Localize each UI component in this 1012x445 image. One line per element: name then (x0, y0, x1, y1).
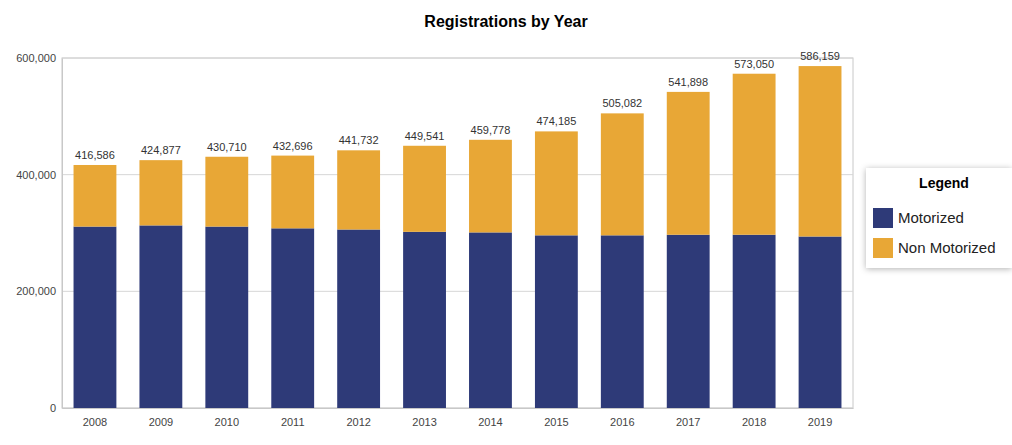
bar (337, 150, 380, 229)
bar (74, 165, 117, 227)
legend-swatch (873, 208, 893, 228)
bar (733, 74, 776, 235)
tick: 2008 (83, 408, 107, 428)
tick: 600,000 (16, 52, 62, 64)
series (74, 66, 842, 236)
bar (271, 156, 314, 229)
bar (139, 160, 182, 225)
tick-label: 2011 (281, 416, 305, 428)
axis-line (63, 408, 854, 409)
total-label: 432,696 (273, 140, 313, 152)
series (74, 225, 842, 408)
bar (733, 235, 776, 408)
bar (535, 235, 578, 408)
bar (139, 225, 182, 408)
total-label: 416,586 (75, 149, 115, 161)
x-axis: 2008 2009 2010 2011 2012 2013 2014 2015 2016 2017… (63, 408, 854, 428)
tick: 2013 (412, 408, 436, 428)
data-labels: 416,586 424,877 430,710 432,696 441,732 449,5… (75, 50, 840, 161)
bar (601, 113, 644, 235)
tick: 400,000 (16, 169, 62, 181)
bars (74, 66, 842, 408)
bar (535, 131, 578, 235)
tick-label: 2019 (808, 416, 832, 428)
total-label: 441,732 (339, 134, 379, 146)
tick-label: 400,000 (16, 169, 56, 181)
total-label: 474,185 (536, 115, 576, 127)
tick-label: 200,000 (16, 285, 56, 297)
total-label: 541,898 (668, 76, 708, 88)
bar (403, 146, 446, 232)
tick-label: 2008 (83, 416, 107, 428)
tick-label: 2016 (610, 416, 634, 428)
bar (799, 66, 842, 236)
bar (403, 232, 446, 408)
tick-label: 2014 (478, 416, 502, 428)
tick-label: 2012 (346, 416, 370, 428)
tick-label: 2013 (412, 416, 436, 428)
legend-label: Non Motorized (898, 239, 996, 256)
tick: 2017 (676, 408, 700, 428)
total-label: 586,159 (800, 50, 840, 62)
legend-title: Legend (919, 175, 969, 191)
bar (205, 157, 248, 227)
y-axis: 0 200,000 400,000 600,000 (16, 52, 62, 414)
tick: 2012 (346, 408, 370, 428)
tick-label: 2015 (544, 416, 568, 428)
legend: Legend Motorized Non Motorized (866, 168, 1012, 268)
tick-label: 2018 (742, 416, 766, 428)
bar (74, 227, 117, 408)
total-label: 505,082 (602, 97, 642, 109)
total-label: 424,877 (141, 144, 181, 156)
bar (469, 140, 512, 233)
tick: 2014 (478, 408, 502, 428)
bar (667, 235, 710, 408)
tick: 2019 (808, 408, 832, 428)
total-label: 573,050 (734, 58, 774, 70)
tick-label: 0 (50, 402, 56, 414)
tick-label: 2009 (149, 416, 173, 428)
bar (469, 232, 512, 408)
chart: Registrations by Year 0 200,000 400,000 600,… (0, 0, 1012, 445)
tick-label: 2010 (215, 416, 239, 428)
legend-label: Motorized (898, 209, 964, 226)
tick: 2018 (742, 408, 766, 428)
bar (601, 235, 644, 408)
legend-swatch (873, 238, 893, 258)
plot-frame (62, 58, 853, 408)
legend-box (866, 168, 1012, 268)
tick-label: 2017 (676, 416, 700, 428)
axis-line (62, 59, 63, 409)
bar (271, 228, 314, 408)
bar (337, 230, 380, 409)
bar (205, 227, 248, 408)
tick: 0 (50, 402, 62, 414)
tick: 2009 (149, 408, 173, 428)
total-label: 430,710 (207, 141, 247, 153)
tick: 2011 (281, 408, 305, 428)
bar (799, 237, 842, 409)
bar (667, 92, 710, 235)
tick: 2016 (610, 408, 634, 428)
tick: 2010 (215, 408, 239, 428)
title: Registrations by Year (424, 13, 587, 30)
tick: 200,000 (16, 285, 62, 297)
total-label: 449,541 (405, 130, 445, 142)
grid (62, 58, 853, 408)
total-label: 459,778 (471, 124, 511, 136)
tick-label: 600,000 (16, 52, 56, 64)
tick: 2015 (544, 408, 568, 428)
